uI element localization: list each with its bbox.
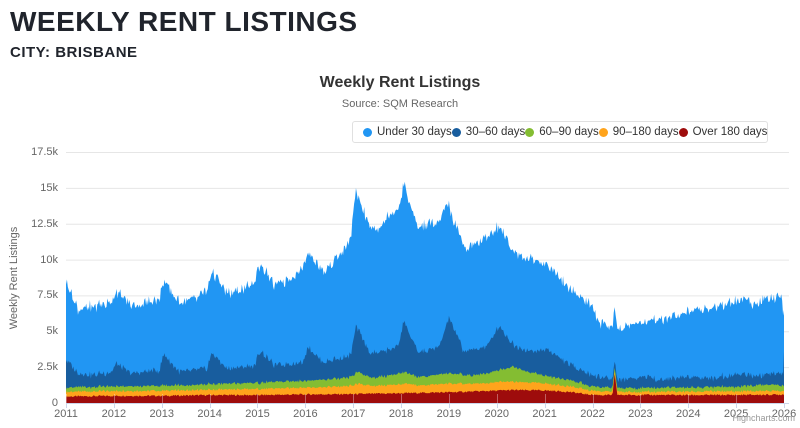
x-axis-label: 2016 [293,408,318,420]
x-axis-label: 2025 [723,408,749,420]
x-axis-label: 2023 [628,408,653,420]
legend-marker-icon [451,127,461,137]
x-axis-label: 2017 [340,408,366,420]
x-axis-label: 2011 [54,408,78,420]
x-axis-label: 2015 [245,408,270,420]
page-title: WEEKLY RENT LISTINGS [10,6,358,37]
legend-marker-icon [598,127,608,137]
legend-item-60-90-days[interactable]: 60–90 days [525,126,599,138]
legend-item-label: Under 30 days [377,126,452,138]
y-axis-label: 0 [51,397,58,409]
page-city-subtitle: CITY: BRISBANE [10,44,138,61]
y-axis-label: 15k [40,181,58,194]
y-axis-label: 7.5k [37,289,58,302]
y-axis-label: 12.5k [31,217,58,230]
area-series-under-30-days[interactable] [66,181,784,403]
legend-marker-icon [363,127,372,137]
legend-item-label: 30–60 days [465,126,526,138]
legend-item-label: 60–90 days [539,126,599,138]
y-axis-label: 2.5k [37,361,58,374]
legend-item-90-180-days[interactable]: 90–180 days [598,126,679,138]
x-axis-label: 2026 [771,408,797,420]
x-axis-label: 2021 [532,408,557,420]
chart-title: Weekly Rent Listings [319,74,481,91]
legend-item-label: Over 180 days [692,126,768,138]
area-series-over-180-days[interactable] [66,374,784,403]
credits-link[interactable]: Highcharts.com [732,413,795,423]
x-axis-label: 2018 [388,408,414,420]
y-axis-label: 5k [46,325,58,338]
y-axis-label: 17.5k [31,146,58,158]
x-axis-label: 2019 [436,408,462,420]
x-axis-label: 2014 [197,408,222,420]
legend-marker-icon [525,127,535,137]
legend-item-label: 90–180 days [612,126,679,138]
chart-subtitle: Source: SQM Research [341,98,459,110]
area-series-30-60-days[interactable] [66,315,784,403]
x-axis-label: 2012 [101,408,127,420]
legend-item-over-180-days[interactable]: Over 180 days [678,126,768,138]
x-axis-label: 2024 [676,408,701,420]
x-axis-label: 2022 [580,408,605,420]
x-axis-label: 2013 [149,408,174,420]
y-axis-label: 10k [40,253,58,266]
x-axis-label: 2020 [484,408,510,420]
legend-marker-icon [678,127,688,137]
legend-item-under-30-days[interactable]: Under 30 days [363,126,452,138]
legend: Under 30 days 30–60 days 60–90 days 90–180 … [352,121,768,143]
legend-item-30-60-days[interactable]: 30–60 days [451,126,526,138]
